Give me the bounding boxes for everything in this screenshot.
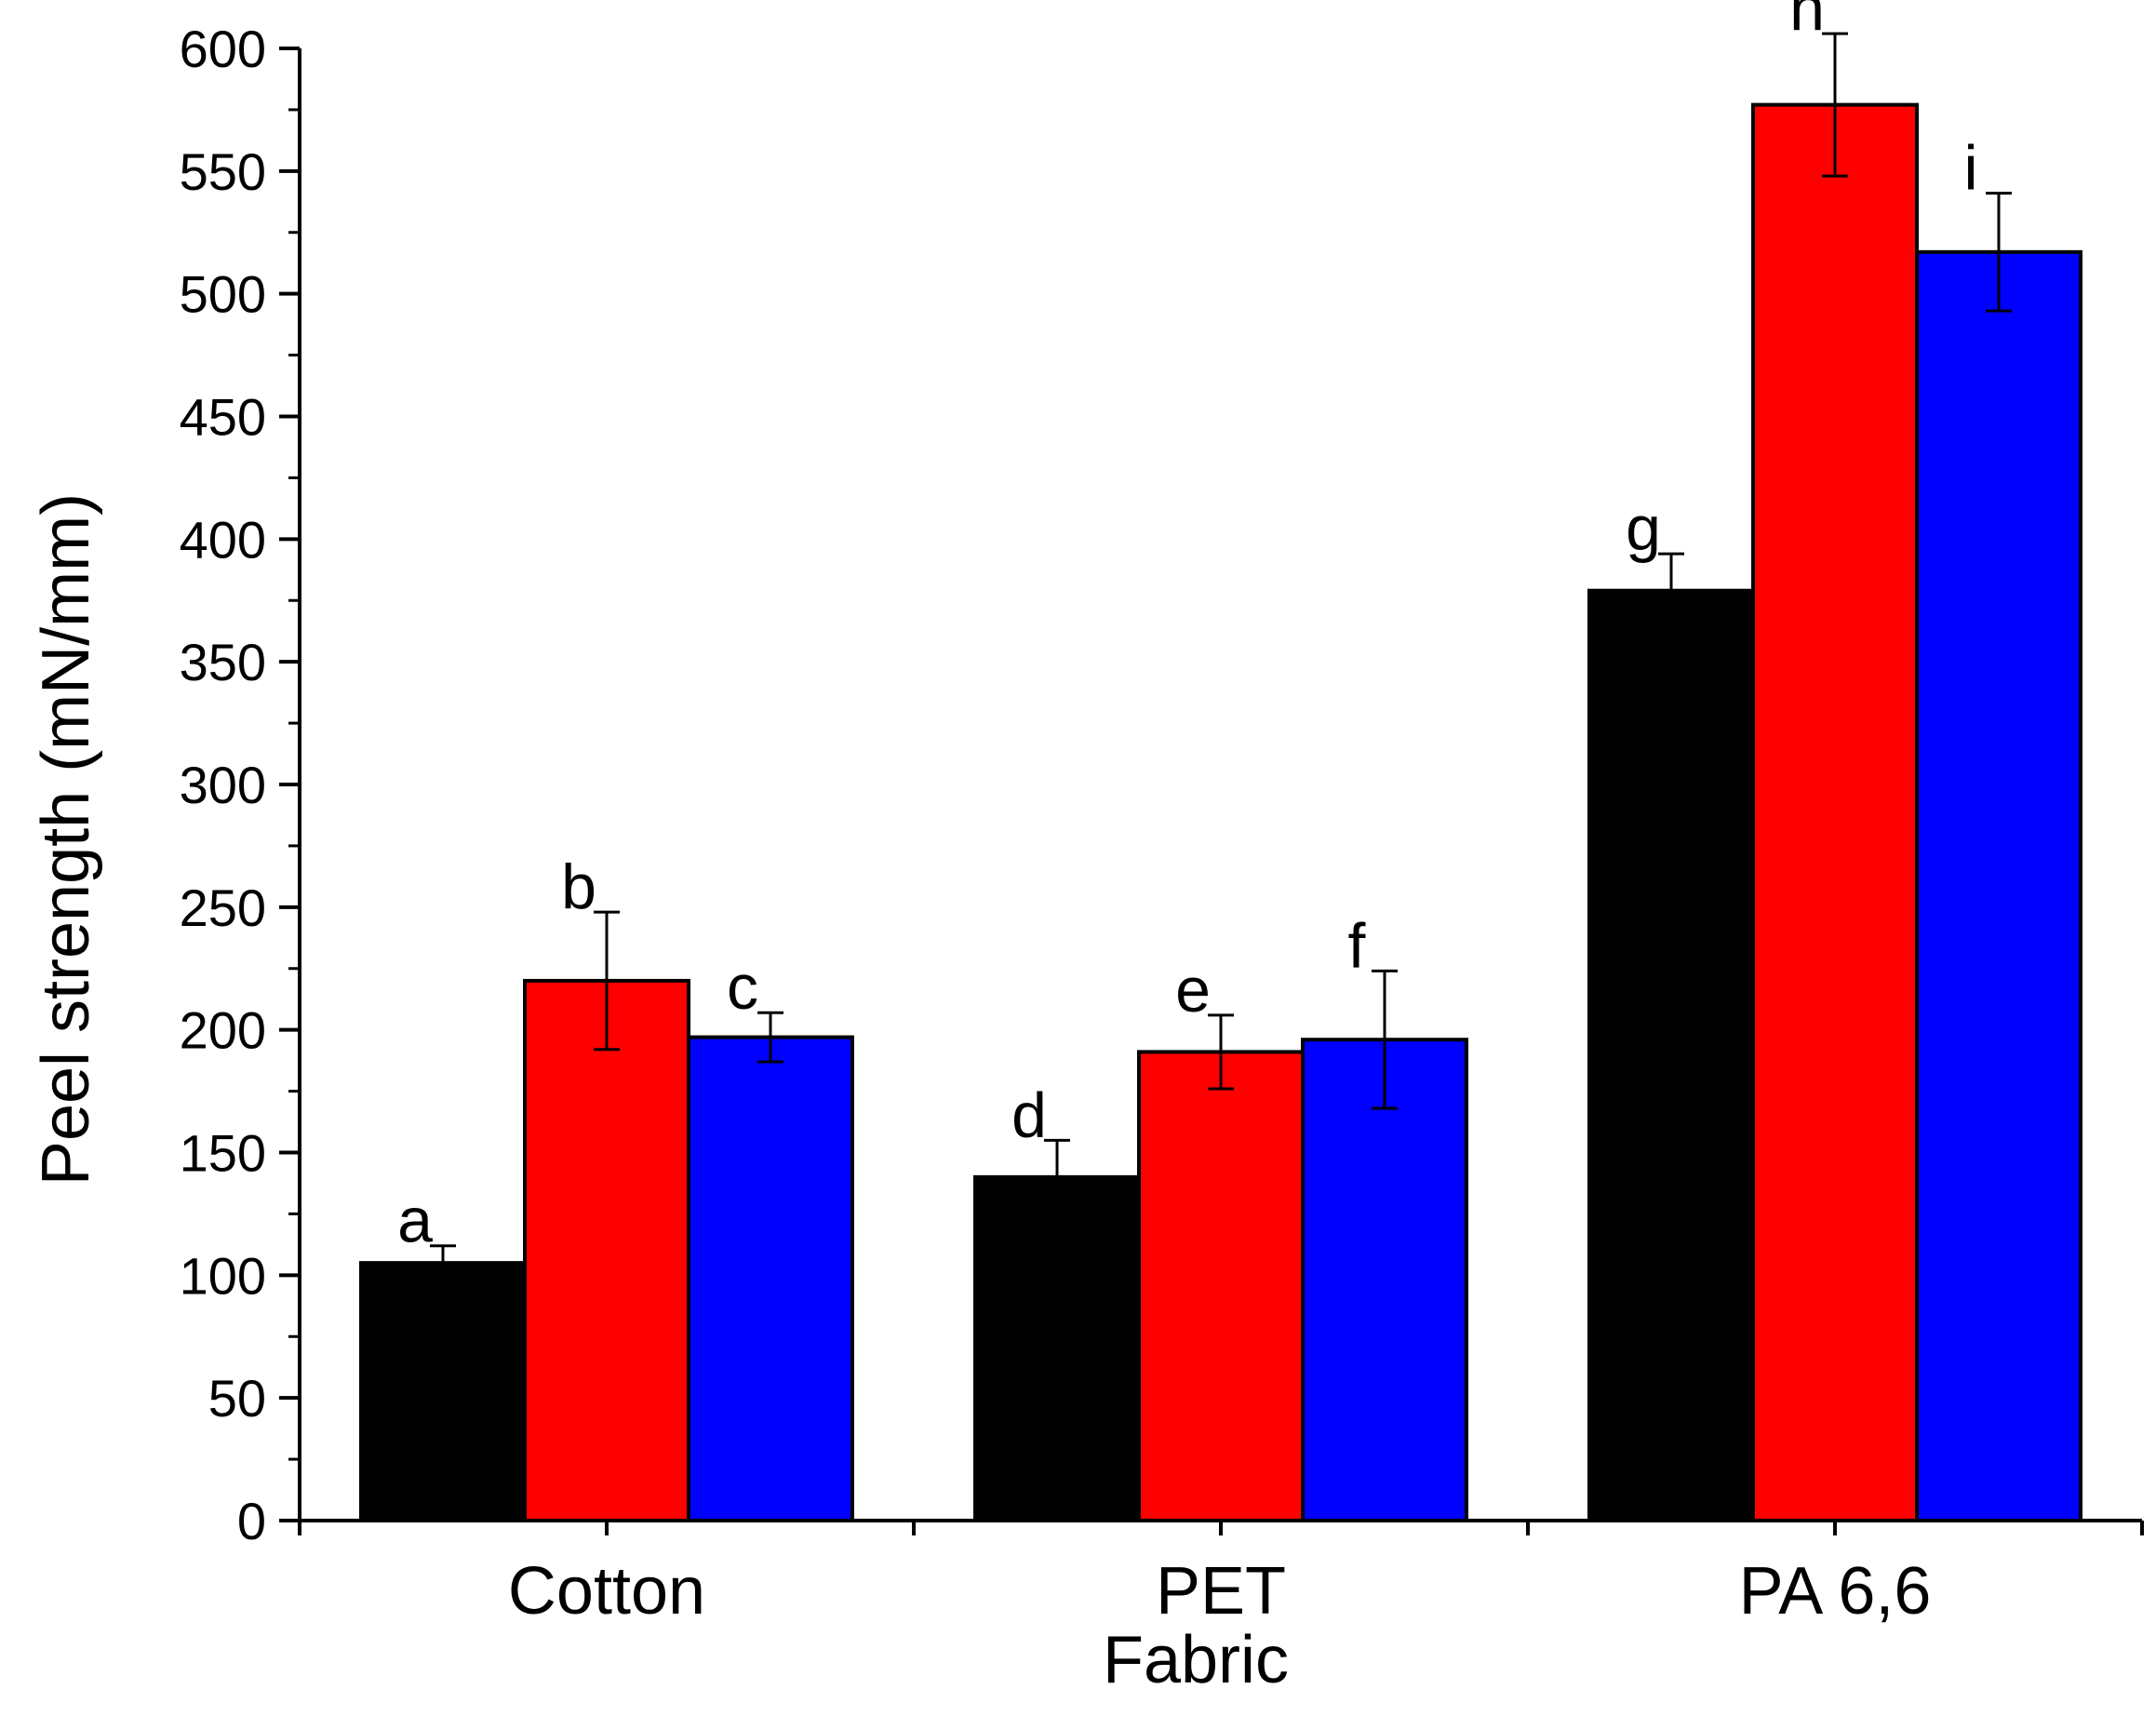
x-category-label: Cotton [508, 1554, 705, 1629]
bar [1301, 1038, 1468, 1523]
x-axis-title: Fabric [1103, 1623, 1289, 1697]
significance-letter: c [727, 952, 758, 1023]
significance-letter: a [397, 1186, 433, 1256]
bar [359, 1261, 527, 1523]
significance-letter: b [561, 851, 596, 922]
y-tick-label: 50 [208, 1369, 266, 1428]
axes: 0 50 100 150 200 250 300 350 400 450 500 550 600 Cott… [180, 20, 2144, 1629]
error-bars [430, 32, 2012, 1282]
bar [1587, 588, 1755, 1522]
significance-letter: e [1175, 955, 1211, 1026]
y-tick-label: 450 [180, 388, 266, 447]
bar [523, 978, 690, 1522]
significance-letter: i [1963, 133, 1977, 204]
bars [359, 102, 2082, 1523]
significance-letter: g [1626, 493, 1661, 564]
significance-labels: a b c d e f g h i [397, 0, 1977, 1256]
y-tick-label: 550 [180, 142, 266, 201]
y-tick-label: 300 [180, 756, 266, 814]
y-tick-label: 500 [180, 265, 266, 324]
y-tick-label: 200 [180, 1001, 266, 1060]
bar [1915, 249, 2082, 1522]
bar [687, 1035, 854, 1522]
y-tick-label: 600 [180, 20, 266, 78]
y-tick-label: 100 [180, 1246, 266, 1305]
y-tick-label: 350 [180, 633, 266, 691]
y-tick-label: 400 [180, 510, 266, 569]
y-tick-label: 0 [237, 1492, 266, 1550]
bar [973, 1174, 1141, 1523]
significance-letter: f [1348, 910, 1366, 981]
y-axis-title: Peel strength (mN/mm) [29, 493, 103, 1186]
x-category-label: PET [1156, 1554, 1286, 1629]
bar [1137, 1050, 1305, 1522]
x-category-label: PA 6,6 [1739, 1554, 1932, 1629]
significance-letter: d [1011, 1079, 1047, 1150]
y-tick-label: 250 [180, 878, 266, 937]
bar [1751, 102, 1919, 1523]
y-tick-label: 150 [180, 1124, 266, 1183]
significance-letter: h [1789, 0, 1825, 44]
